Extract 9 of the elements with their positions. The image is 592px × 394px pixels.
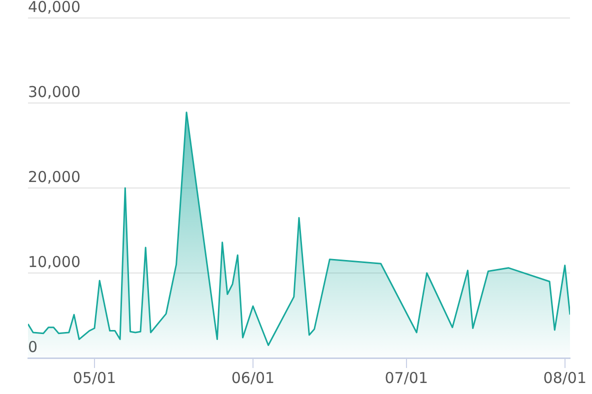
x-tick-label: 07/01 [384, 368, 428, 387]
x-tick-label: 06/01 [231, 368, 275, 387]
x-tick-label: 08/01 [543, 368, 587, 387]
y-tick-label: 10,000 [28, 252, 80, 271]
y-tick-label: 40,000 [28, 0, 80, 16]
y-tick-label: 30,000 [28, 82, 80, 101]
y-tick-label: 20,000 [28, 168, 80, 186]
y-tick-label: 0 [28, 338, 38, 356]
x-tick-label: 05/01 [72, 368, 116, 387]
